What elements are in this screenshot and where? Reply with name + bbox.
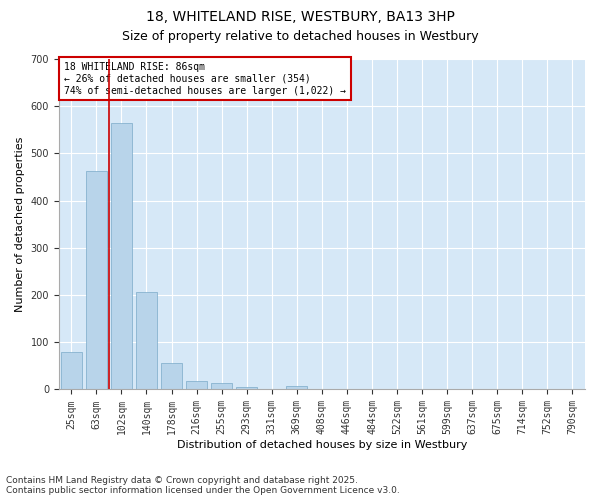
Bar xyxy=(111,122,132,390)
Bar xyxy=(211,383,232,390)
Bar xyxy=(136,292,157,390)
Text: Size of property relative to detached houses in Westbury: Size of property relative to detached ho… xyxy=(122,30,478,43)
Text: Contains HM Land Registry data © Crown copyright and database right 2025.
Contai: Contains HM Land Registry data © Crown c… xyxy=(6,476,400,495)
Bar xyxy=(236,387,257,390)
Text: 18, WHITELAND RISE, WESTBURY, BA13 3HP: 18, WHITELAND RISE, WESTBURY, BA13 3HP xyxy=(146,10,454,24)
Bar xyxy=(61,352,82,390)
Y-axis label: Number of detached properties: Number of detached properties xyxy=(15,136,25,312)
Bar xyxy=(86,172,107,390)
Bar xyxy=(161,362,182,390)
Bar xyxy=(286,386,307,390)
Bar xyxy=(186,381,207,390)
X-axis label: Distribution of detached houses by size in Westbury: Distribution of detached houses by size … xyxy=(177,440,467,450)
Text: 18 WHITELAND RISE: 86sqm
← 26% of detached houses are smaller (354)
74% of semi-: 18 WHITELAND RISE: 86sqm ← 26% of detach… xyxy=(64,62,346,96)
